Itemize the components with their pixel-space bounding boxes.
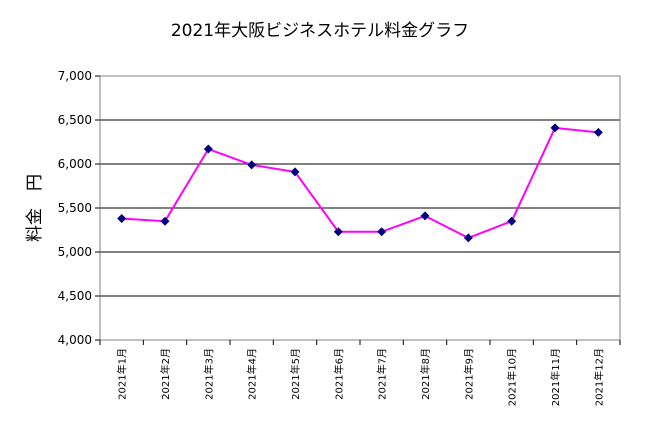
x-tick-label: 2021年1月 (116, 348, 129, 400)
x-tick-label: 2021年8月 (419, 348, 432, 400)
x-tick-label: 2021年2月 (159, 348, 172, 400)
y-tick-label: 4,000 (58, 333, 92, 347)
x-tick-label: 2021年4月 (246, 348, 259, 400)
data-point (290, 167, 300, 177)
x-tick-label: 2021年3月 (202, 348, 215, 400)
data-point (593, 127, 603, 137)
x-axis-ticks: 2021年1月 2021年2月 2021年3月 2021年4月 2021年5月 2021年… (99, 340, 621, 406)
y-tick-label: 4,500 (58, 289, 92, 303)
data-point (550, 123, 560, 133)
data-point (463, 233, 473, 243)
series-layer (117, 123, 603, 243)
data-point (507, 216, 517, 226)
y-tick-label: 5,000 (58, 245, 92, 259)
x-tick-label: 2021年10月 (506, 348, 519, 406)
y-tick-label: 6,000 (58, 157, 92, 171)
y-tick-label: 5,500 (58, 201, 92, 215)
y-tick-label: 6,500 (58, 113, 92, 127)
data-point (377, 227, 387, 237)
x-tick-label: 2021年11月 (549, 348, 562, 406)
x-tick-label: 2021年12月 (592, 348, 605, 406)
series-line (121, 126, 599, 240)
data-point (117, 214, 127, 224)
y-axis-ticks: 4,000 4,500 5,000 5,500 6,000 6,500 7,000 (58, 69, 100, 347)
x-tick-label: 2021年6月 (332, 348, 345, 400)
y-axis-label: 料金 円 (25, 174, 45, 242)
data-point (420, 211, 430, 221)
y-tick-label: 7,000 (58, 69, 92, 83)
chart-title: 2021年大阪ビジネスホテル料金グラフ (171, 21, 469, 41)
x-tick-label: 2021年9月 (462, 348, 475, 400)
x-tick-label: 2021年5月 (289, 348, 302, 400)
x-tick-label: 2021年7月 (376, 348, 389, 400)
data-point (333, 227, 343, 237)
data-point (203, 144, 213, 154)
gridlines (100, 119, 620, 297)
data-point (247, 160, 257, 170)
data-point (160, 216, 170, 226)
